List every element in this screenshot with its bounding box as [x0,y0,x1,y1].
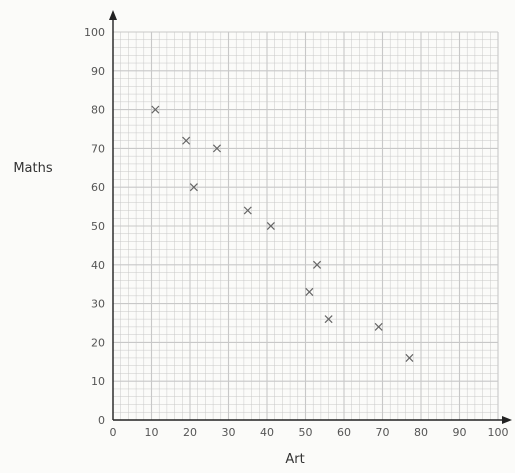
y-tick-label: 100 [84,26,105,39]
x-tick-labels: 0 10 20 30 40 50 60 70 80 90 100 [110,426,509,439]
data-point [151,105,160,114]
y-tick-label: 20 [91,336,105,349]
x-tick-label: 0 [110,426,117,439]
data-point [405,353,414,362]
y-tick-label: 70 [91,142,105,155]
x-tick-label: 30 [222,426,236,439]
data-point [324,315,333,324]
data-point [266,221,275,231]
y-axis-arrow [109,10,117,20]
x-tick-label: 80 [414,426,428,439]
y-tick-label: 60 [91,181,105,194]
y-tick-label: 50 [91,220,105,233]
data-point [243,206,252,215]
x-tick-label: 40 [260,426,274,439]
y-tick-label: 0 [98,414,105,427]
x-tick-label: 20 [183,426,197,439]
y-axis-label: Maths [13,161,53,176]
data-point [313,260,322,269]
y-tick-label: 30 [91,298,105,311]
x-tick-label: 70 [376,426,390,439]
data-point [189,183,198,192]
y-tick-label: 10 [91,375,105,388]
data-point [182,136,191,145]
chart-grid [112,31,499,421]
x-tick-label: 100 [488,426,509,439]
data-point [305,287,314,296]
chart-axes [109,10,512,424]
x-tick-label: 90 [453,426,467,439]
x-tick-label: 60 [337,426,351,439]
y-tick-label: 80 [91,104,105,117]
x-tick-label: 50 [299,426,313,439]
x-axis-label: Art [285,452,304,467]
x-axis-arrow [502,416,512,424]
data-point [212,144,221,153]
y-tick-label: 90 [91,65,105,78]
y-tick-labels: 0 10 20 30 40 50 60 70 80 90 100 [84,26,105,427]
x-tick-label: 10 [145,426,159,439]
data-point [374,322,383,331]
data-points [151,105,414,362]
y-tick-label: 40 [91,259,105,272]
